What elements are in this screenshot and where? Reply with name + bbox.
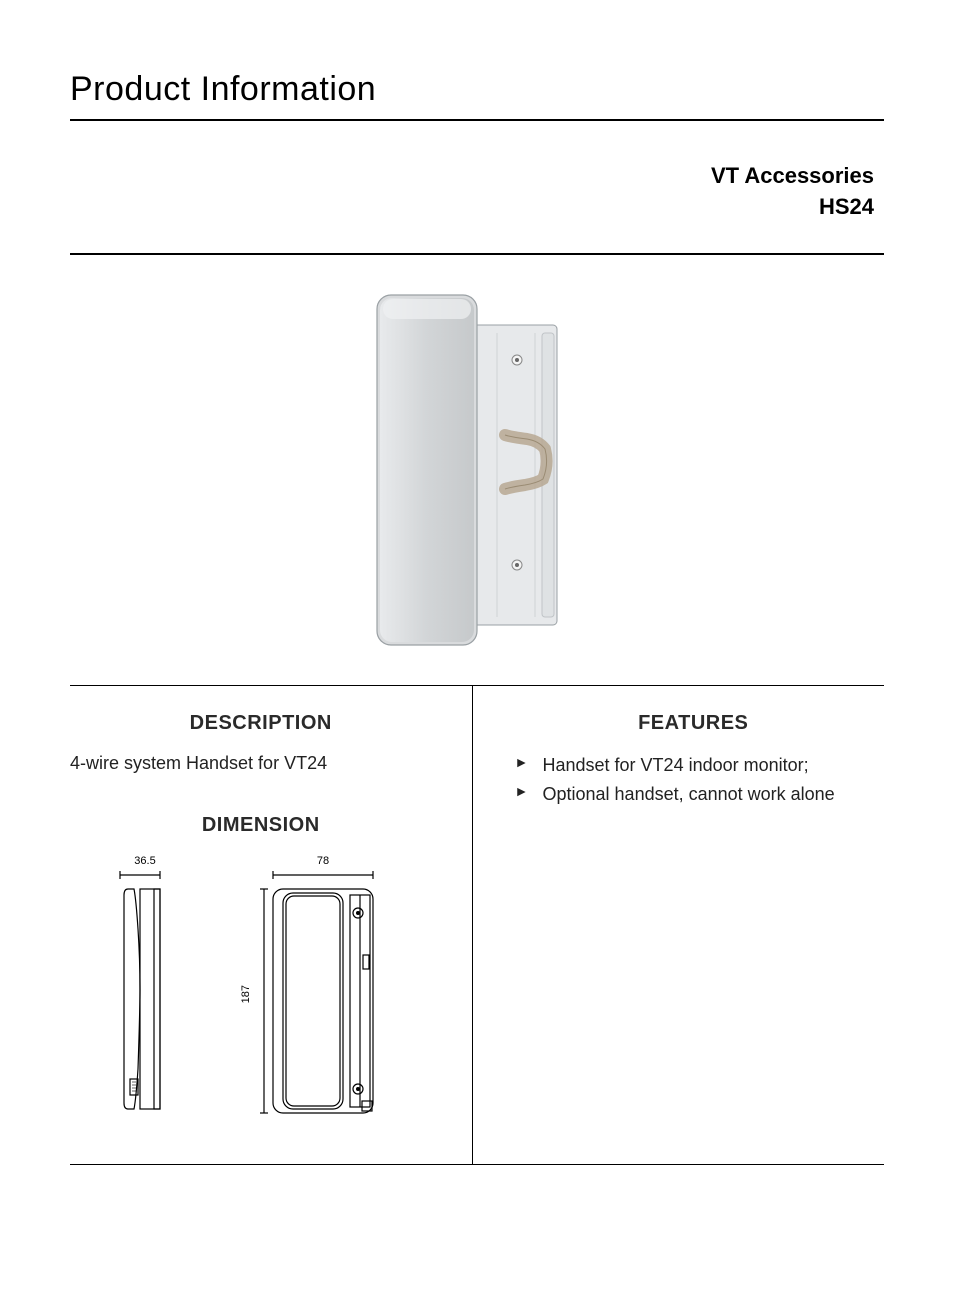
product-category: VT Accessories (70, 161, 874, 192)
left-column: DESCRIPTION 4-wire system Handset for VT… (70, 686, 473, 1164)
features-list: Handset for VT24 indoor monitor; Optiona… (503, 753, 885, 807)
page-title: Product Information (70, 70, 884, 109)
divider-bottom (70, 1164, 884, 1165)
features-heading: FEATURES (503, 712, 885, 735)
feature-item: Handset for VT24 indoor monitor; (503, 753, 885, 778)
page-title-row: Product Information (70, 70, 884, 121)
dimension-heading: DIMENSION (70, 814, 452, 837)
dimension-side-view: 36.5 (110, 855, 180, 1134)
right-column: FEATURES Handset for VT24 indoor monitor… (473, 686, 885, 1164)
dimension-front-view: 187 78 (240, 855, 388, 1134)
feature-item: Optional handset, cannot work alone (503, 782, 885, 807)
two-column-section: DESCRIPTION 4-wire system Handset for VT… (70, 685, 884, 1164)
dimension-drawings: 36.5 (70, 855, 452, 1134)
product-model: HS24 (70, 192, 874, 223)
product-photo (70, 255, 884, 685)
handset-illustration (347, 285, 607, 655)
dim-width-side: 36.5 (110, 855, 180, 867)
dim-width-front: 78 (258, 855, 388, 867)
product-header: VT Accessories HS24 (70, 161, 884, 223)
description-text: 4-wire system Handset for VT24 (70, 753, 452, 774)
description-heading: DESCRIPTION (70, 712, 452, 735)
dim-height: 187 (240, 985, 252, 1003)
